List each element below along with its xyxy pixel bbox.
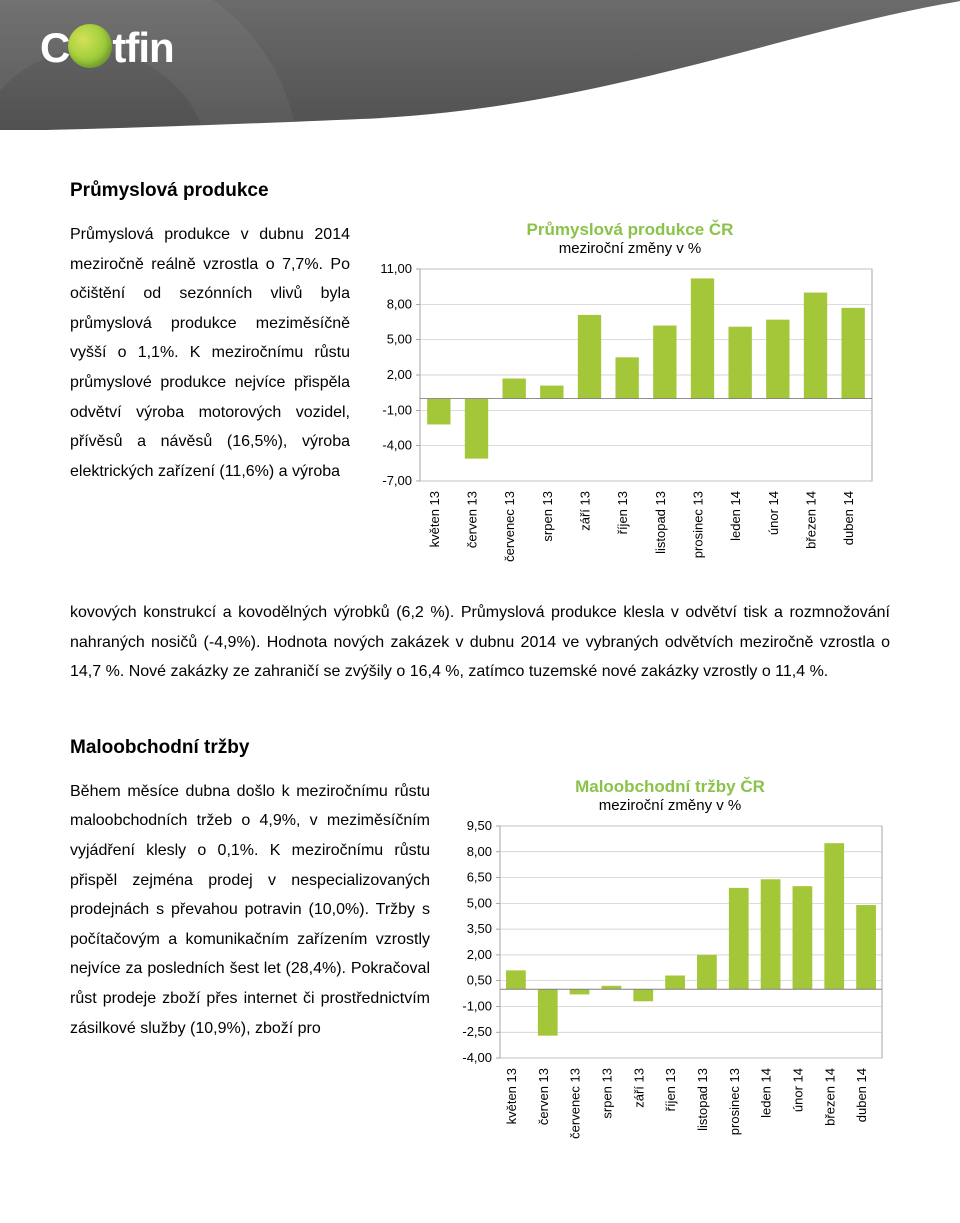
svg-text:květen 13: květen 13	[427, 491, 442, 547]
page-number: - 2 -	[868, 46, 900, 67]
section2-heading: Maloobchodní tržby	[70, 737, 890, 759]
section1-left-text: Průmyslová produkce v dubnu 2014 meziroč…	[70, 220, 350, 580]
chart2-plot: -4,00 -2,50 -1,00 0,50 2,00 3,50 5,00 6,50 8,00 9…	[450, 820, 890, 1100]
svg-text:2,00: 2,00	[467, 947, 492, 962]
svg-text:5,00: 5,00	[467, 895, 492, 910]
svg-text:listopad 13: listopad 13	[695, 1068, 710, 1131]
svg-text:duben 14: duben 14	[854, 1068, 869, 1122]
svg-text:6,50: 6,50	[467, 869, 492, 884]
svg-text:květen 13: květen 13	[504, 1068, 519, 1124]
logo: C tfin	[40, 24, 174, 72]
chart1-title: Průmyslová produkce ČR	[370, 220, 890, 240]
section1-heading: Průmyslová produkce	[70, 180, 890, 202]
svg-text:říjen 13: říjen 13	[615, 491, 630, 534]
section2-row: Během měsíce dubna došlo k meziročnímu r…	[70, 777, 890, 1147]
svg-text:8,00: 8,00	[387, 296, 412, 311]
svg-text:leden 14: leden 14	[759, 1068, 774, 1118]
svg-text:leden 14: leden 14	[728, 491, 743, 541]
chart1-svg: -7,00 -4,00 -1,00 2,00 5,00 8,00 11,00 květen 1…	[370, 263, 880, 573]
page-content: Průmyslová produkce Průmyslová produkce …	[0, 130, 960, 1147]
chart2-container: Maloobchodní tržby ČR meziroční změny v …	[450, 777, 890, 1147]
svg-text:2,00: 2,00	[387, 367, 412, 382]
svg-text:září 13: září 13	[578, 491, 593, 531]
svg-text:září 13: září 13	[631, 1068, 646, 1108]
chart2-subtitle: meziroční změny v %	[450, 797, 890, 814]
svg-text:březen 14: březen 14	[804, 491, 819, 549]
svg-text:-1,00: -1,00	[462, 998, 492, 1013]
svg-text:3,50: 3,50	[467, 921, 492, 936]
svg-text:-4,00: -4,00	[462, 1050, 492, 1065]
svg-text:srpen 13: srpen 13	[599, 1068, 614, 1119]
svg-text:listopad 13: listopad 13	[653, 491, 668, 554]
svg-text:duben 14: duben 14	[841, 491, 856, 545]
chart2-title: Maloobchodní tržby ČR	[450, 777, 890, 797]
svg-text:prosinec 13: prosinec 13	[727, 1068, 742, 1135]
logo-letter-c: C	[40, 24, 69, 72]
chart1-container: Průmyslová produkce ČR meziroční změny v…	[370, 220, 890, 580]
svg-text:-2,50: -2,50	[462, 1024, 492, 1039]
svg-text:-4,00: -4,00	[382, 438, 412, 453]
logo-text: C tfin	[40, 24, 174, 72]
chart1-subtitle: meziroční změny v %	[370, 240, 890, 257]
logo-text-rest: tfin	[112, 24, 173, 72]
svg-text:9,50: 9,50	[467, 820, 492, 833]
svg-text:5,00: 5,00	[387, 332, 412, 347]
svg-text:únor 14: únor 14	[790, 1068, 805, 1112]
chart2-svg: -4,00 -2,50 -1,00 0,50 2,00 3,50 5,00 6,50 8,00 9…	[450, 820, 890, 1150]
svg-text:březen 14: březen 14	[822, 1068, 837, 1126]
svg-text:srpen 13: srpen 13	[540, 491, 555, 542]
logo-dot-icon	[68, 24, 112, 68]
page-header: C tfin - 2 -	[0, 0, 960, 130]
svg-text:-7,00: -7,00	[382, 473, 412, 488]
svg-text:únor 14: únor 14	[766, 491, 781, 535]
svg-text:-1,00: -1,00	[382, 402, 412, 417]
svg-text:červenec 13: červenec 13	[502, 491, 517, 562]
section2-left-text: Během měsíce dubna došlo k meziročnímu r…	[70, 777, 430, 1147]
svg-text:červen 13: červen 13	[465, 491, 480, 548]
svg-text:0,50: 0,50	[467, 972, 492, 987]
svg-text:červen 13: červen 13	[536, 1068, 551, 1125]
section1-row: Průmyslová produkce v dubnu 2014 meziroč…	[70, 220, 890, 580]
svg-text:prosinec 13: prosinec 13	[691, 491, 706, 558]
svg-text:červenec 13: červenec 13	[568, 1068, 583, 1139]
svg-text:11,00: 11,00	[380, 263, 412, 276]
svg-text:8,00: 8,00	[467, 844, 492, 859]
chart1-plot: -7,00-4,00-1,002,005,008,0011,00květen 1…	[370, 263, 890, 543]
section1-continuation: kovových konstrukcí a kovodělných výrobk…	[70, 598, 890, 687]
svg-text:říjen 13: říjen 13	[663, 1068, 678, 1111]
